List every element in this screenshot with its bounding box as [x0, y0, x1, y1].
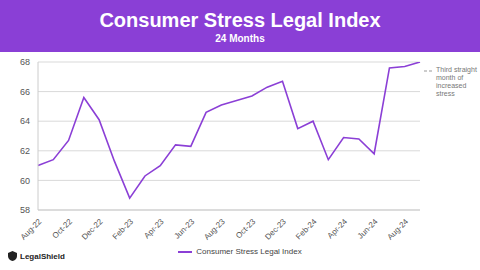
svg-text:66: 66: [20, 87, 30, 97]
svg-text:Aug-22: Aug-22: [19, 217, 44, 242]
svg-text:Feb-23: Feb-23: [111, 217, 136, 242]
svg-text:Dec-22: Dec-22: [80, 217, 105, 242]
svg-text:Oct-22: Oct-22: [51, 217, 75, 241]
html-text:Third straight month of increa: Third straight month of increased stress: [436, 66, 477, 97]
html-text:Consumer Stress Legal Index: Consumer Stress Legal Index: [196, 247, 302, 256]
html-text:24 Months: 24 Months: [215, 33, 265, 44]
svg-text:Dec-23: Dec-23: [263, 217, 288, 242]
svg-text:60: 60: [20, 176, 30, 186]
svg-text:Oct-23: Oct-23: [234, 217, 258, 241]
svg-text:64: 64: [20, 116, 30, 126]
svg-text:Jun-24: Jun-24: [356, 217, 380, 241]
svg-text:Feb-24: Feb-24: [294, 217, 319, 242]
svg-text:Apr-24: Apr-24: [326, 217, 350, 241]
svg-text:Jun-23: Jun-23: [173, 217, 197, 241]
html-text:LegalShield: LegalShield: [20, 251, 65, 261]
svg-text:58: 58: [20, 205, 30, 215]
svg-text:Aug-23: Aug-23: [202, 217, 227, 242]
svg-text:68: 68: [20, 57, 30, 67]
svg-text:Apr-23: Apr-23: [142, 217, 166, 241]
html-text:Consumer Stress Legal Index: Consumer Stress Legal Index: [99, 9, 381, 31]
svg-text:62: 62: [20, 146, 30, 156]
svg-text:Aug-24: Aug-24: [386, 217, 411, 242]
